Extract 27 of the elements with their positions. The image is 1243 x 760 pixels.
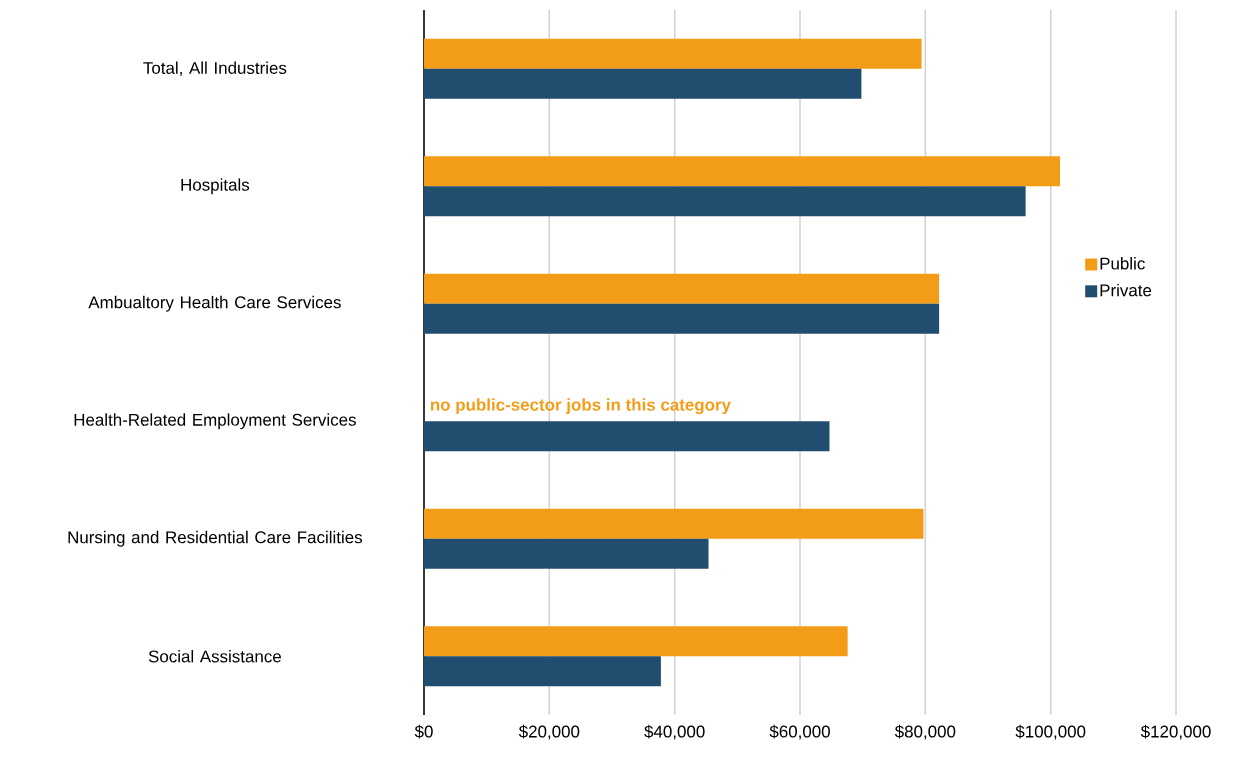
x-tick-label: $120,000 [1140,724,1211,740]
bar [424,186,1026,217]
bar [424,421,830,452]
x-tick-label: $80,000 [894,724,956,740]
annotation: no public-sector jobs in this category [430,398,731,415]
bar [424,538,709,569]
x-tick-label: $0 [414,724,433,739]
x-tick-label: $60,000 [769,724,830,740]
bar [424,68,862,99]
legend-label: Private [1100,283,1152,297]
bar [424,38,922,69]
bar [424,303,940,334]
x-tick-label: $20,000 [518,724,580,740]
bar [424,156,1061,187]
y-tick-label: Social Assistance [148,650,281,663]
bar [424,273,940,304]
y-tick-label: Total, All Industries [143,61,287,76]
y-tick-label: Ambualtory Health Care Services [88,295,341,312]
bar [424,626,848,657]
y-tick-label: Health-Related Employment Services [74,413,356,430]
x-tick-label: $100,000 [1015,724,1086,740]
bar [424,656,661,687]
y-tick-label: Hospitals [181,178,250,195]
bar [424,508,924,539]
x-tick-label: $40,000 [644,724,705,740]
y-tick-label: Nursing and Residential Care Facilities [68,530,363,547]
legend-label: Public [1100,257,1145,270]
